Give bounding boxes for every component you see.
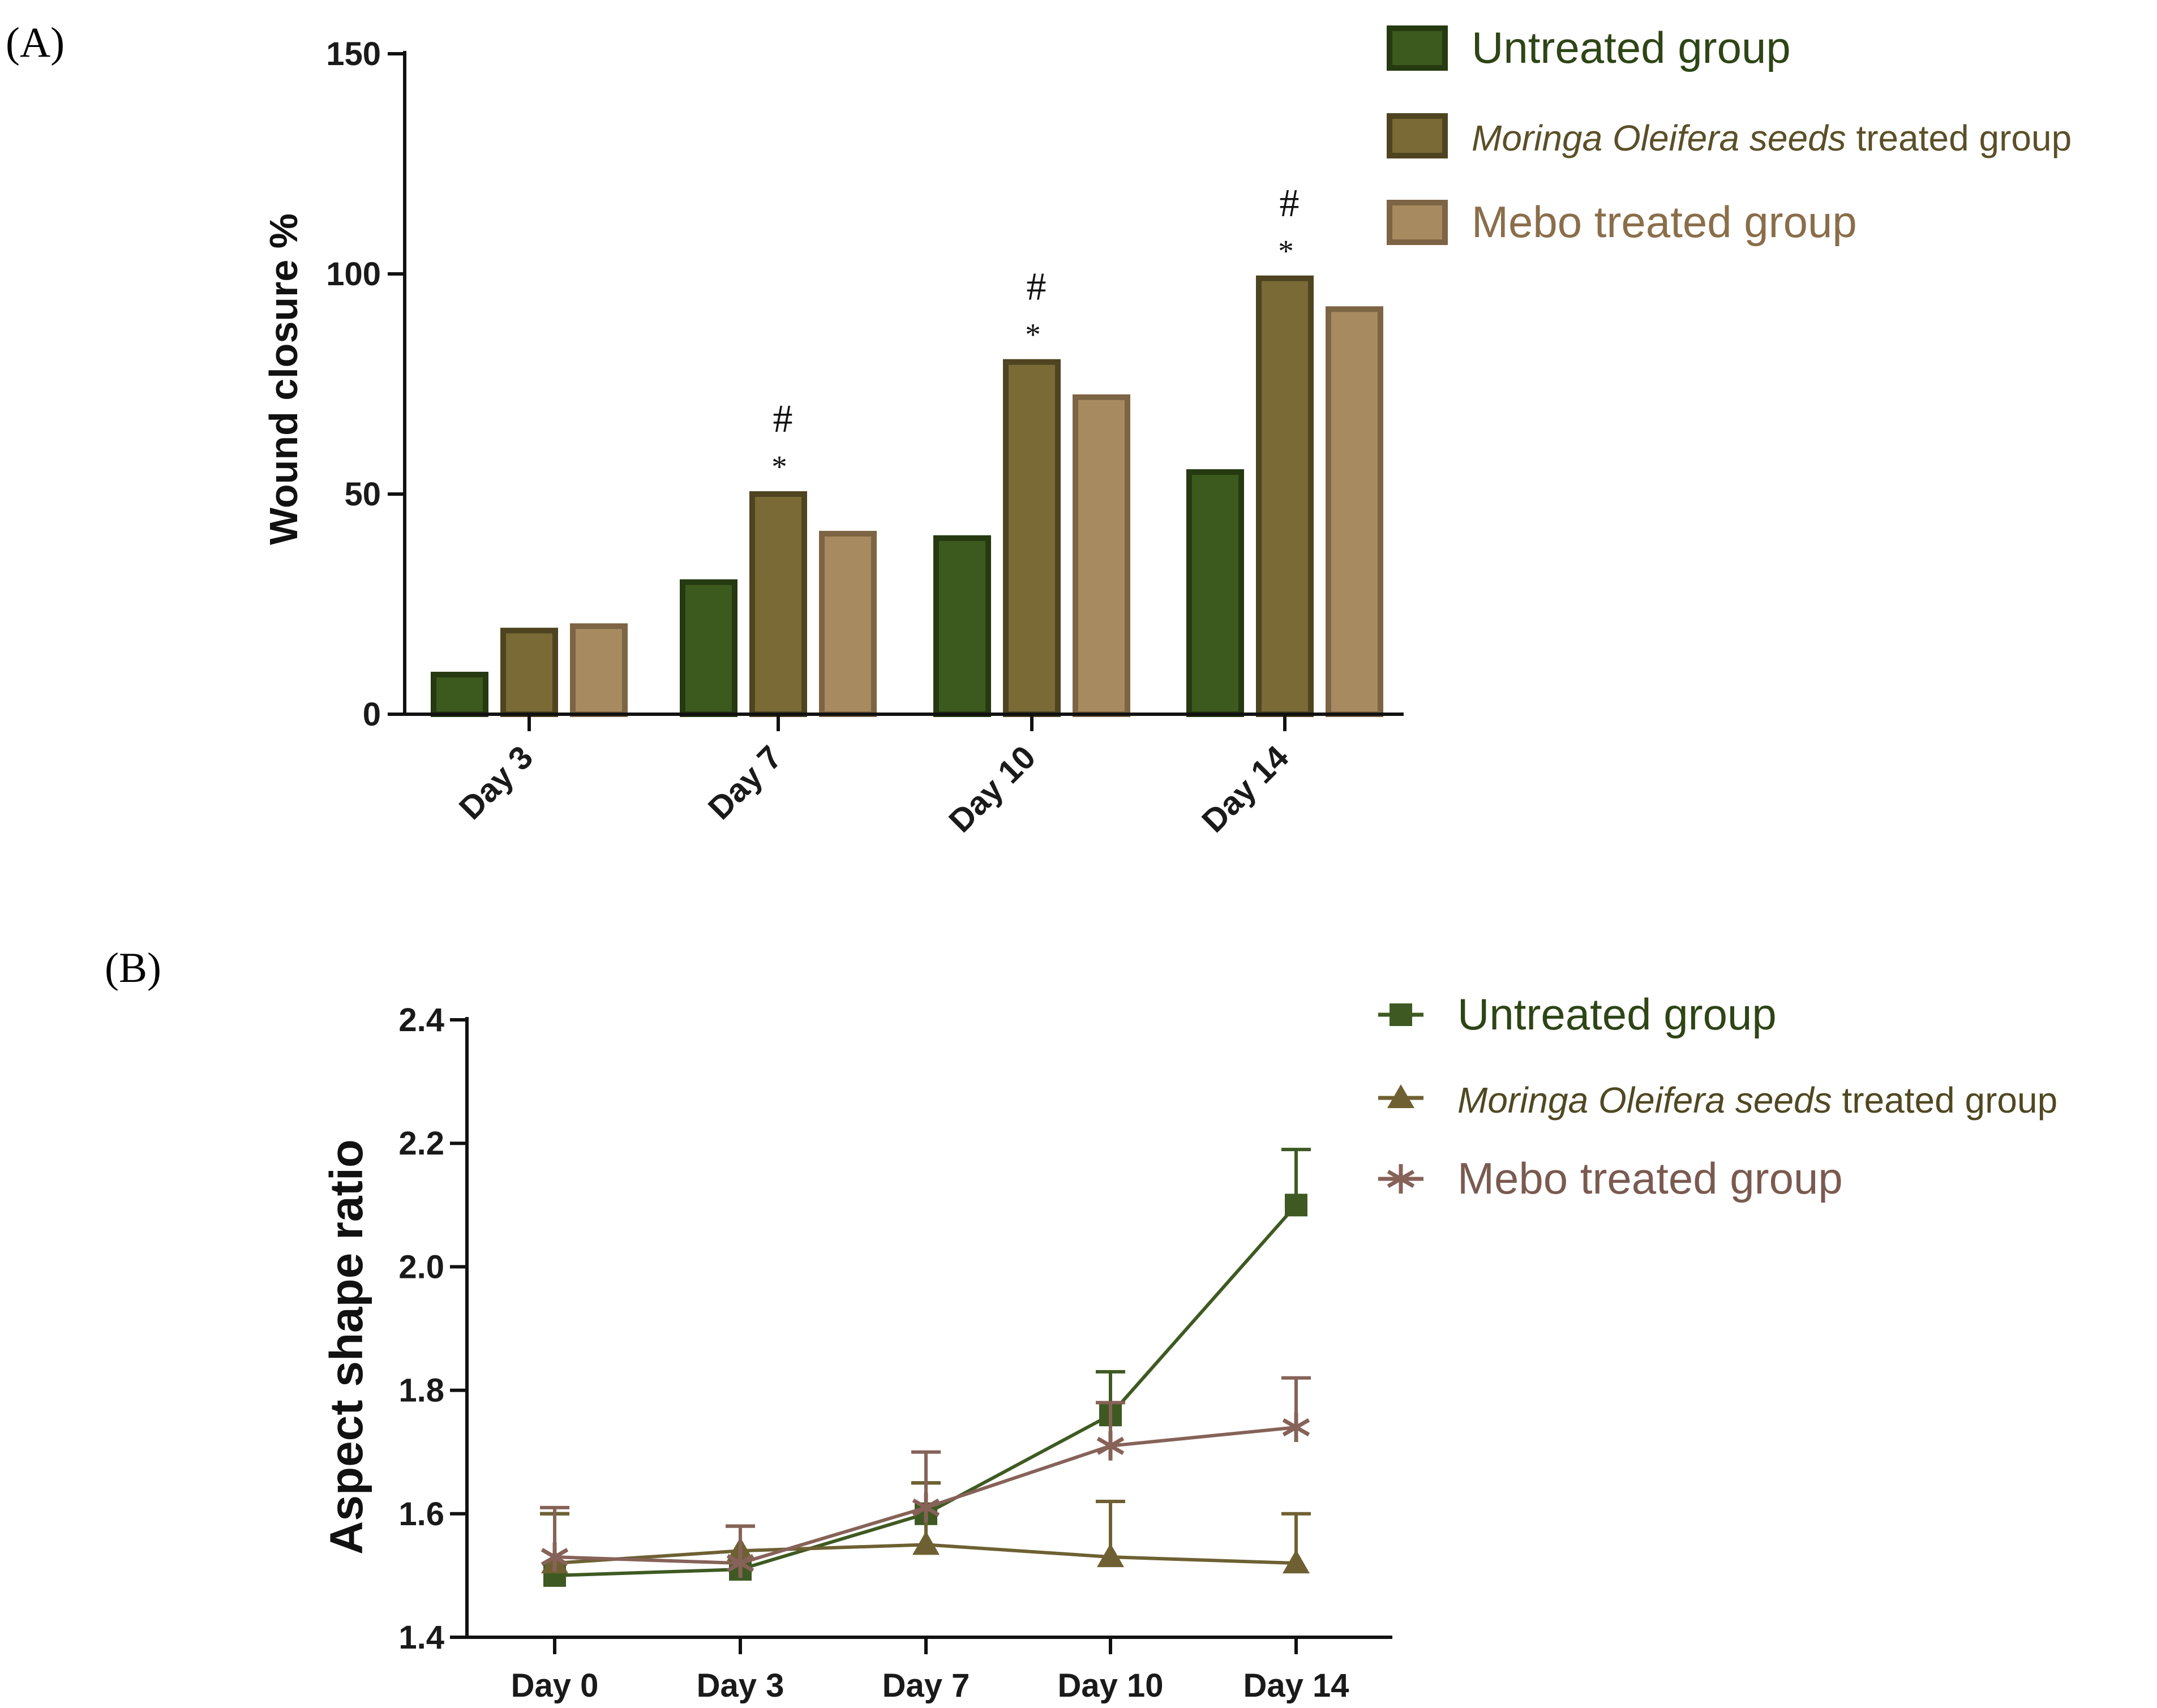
significance-hash: # (1027, 265, 1047, 309)
chart-b-ytick-label: 1.4 (398, 1619, 444, 1656)
point-mebo-treated-group-day-14-stroke (1282, 1418, 1310, 1437)
point-moringa-oleifera-seeds-treated-group-day-7 (912, 1531, 940, 1555)
point-mebo-treated-group-day-7 (912, 1492, 940, 1522)
chart-b-ytick-label: 2.0 (398, 1248, 444, 1285)
bar-untreated-group-day-10 (933, 535, 991, 717)
chart-a-ytick-label: 100 (326, 256, 381, 293)
point-mebo-treated-group-day-14 (1282, 1413, 1310, 1443)
panel-b-label: (B) (105, 945, 161, 992)
legend-label-moringa-oleifera-seeds-treated-group: Moringa Oleifera seeds treated group (1457, 1080, 2057, 1121)
legend-swatch-moringa-oleifera-seeds-treated-group (1387, 113, 1448, 158)
point-moringa-oleifera-seeds-treated-group-day-14 (1283, 1550, 1310, 1574)
legend-label-untreated-group: Untreated group (1472, 23, 1791, 72)
bar-moringa-oleifera-seeds-treated-group-day-10 (1003, 359, 1061, 717)
chart-a-xtick-label: Day 3 (452, 739, 540, 826)
bar-mebo-treated-group-day-10 (1073, 394, 1130, 717)
chart-a-ylabel: Wound closure % (261, 213, 306, 545)
bar-untreated-group-day-3 (431, 671, 488, 717)
chart-b-ytick-label: 1.8 (398, 1372, 444, 1409)
legend-label-italic: Moringa Oleifera seeds (1457, 1080, 1832, 1121)
point-mebo-treated-group-day-3 (726, 1548, 754, 1578)
chart-a-ytick-label: 0 (363, 696, 381, 733)
point-mebo-treated-group-day-10 (1096, 1431, 1125, 1461)
wound-closure-bar-chart: Wound closure % # * # * # * 0 50 100 150 Day 3 Day… (261, 23, 2072, 839)
bar-untreated-group-day-14 (1186, 469, 1244, 717)
legend-label-rest: treated group (1846, 118, 2072, 158)
bar-moringa-oleifera-seeds-treated-group-day-7 (749, 491, 807, 717)
chart-a-ytick-label: 50 (344, 476, 381, 513)
significance-hash: # (1280, 182, 1300, 225)
legend-swatch-untreated-group (1387, 25, 1448, 71)
legend-label-mebo-treated-group: Mebo treated group (1472, 197, 1857, 247)
legend-marker-mebo-treated-group (1387, 1164, 1415, 1194)
point-untreated-group-day-14 (1285, 1194, 1307, 1217)
chart-a-xtick-label: Day 10 (942, 739, 1043, 839)
legend-marker-moringa-oleifera-seeds-treated-group (1387, 1084, 1414, 1108)
legend-label-untreated-group: Untreated group (1457, 989, 1777, 1039)
chart-b-xtick-label: Day 10 (1057, 1667, 1163, 1704)
bar-moringa-oleifera-seeds-treated-group-day-14 (1256, 275, 1314, 717)
chart-a-xtick-label: Day 7 (701, 739, 789, 826)
bar-moringa-oleifera-seeds-treated-group-day-3 (500, 628, 558, 718)
bar-mebo-treated-group-day-3 (570, 623, 628, 718)
chart-b-xtick-label: Day 14 (1243, 1667, 1349, 1704)
chart-b-axes: 1.4 1.6 1.8 2.0 2.2 2.4 Day 0 Day 3 Day 7 Day 10 D… (398, 1002, 1392, 1704)
legend-label-moringa-oleifera-seeds-treated-group: Moringa Oleifera seeds treated group (1472, 118, 2072, 158)
legend-label-mebo-treated-group: Mebo treated group (1457, 1153, 1843, 1203)
point-moringa-oleifera-seeds-treated-group-day-10 (1097, 1543, 1124, 1568)
chart-b-ytick-label: 1.6 (398, 1496, 444, 1533)
significance-star: * (771, 449, 787, 484)
chart-b-legend: Untreated group Moringa Oleifera seeds tr… (1378, 989, 2057, 1203)
chart-a-xtick-label: Day 14 (1195, 739, 1296, 839)
legend-swatch-mebo-treated-group (1387, 200, 1448, 245)
bar-mebo-treated-group-day-7 (819, 531, 877, 718)
point-mebo-treated-group-day-7-stroke (912, 1498, 940, 1517)
chart-b-xtick-label: Day 3 (697, 1667, 784, 1704)
chart-b-xtick-label: Day 7 (882, 1667, 970, 1704)
point-mebo-treated-group-day-3-stroke (726, 1554, 754, 1573)
point-mebo-treated-group-day-10-stroke (1096, 1436, 1125, 1455)
significance-star: * (1278, 234, 1294, 268)
chart-a-ytick-label: 150 (326, 36, 381, 72)
significance-star: * (1025, 317, 1041, 352)
chart-b-xtick-label: Day 0 (511, 1667, 599, 1704)
chart-a-bars: # * # * # * (431, 182, 1383, 718)
bar-mebo-treated-group-day-14 (1326, 306, 1383, 717)
aspect-ratio-line-chart: Aspect shape ratio 1.4 1.6 1.8 2.0 2.2 2.4 Day… (321, 989, 2057, 1704)
legend-marker-untreated-group (1390, 1003, 1412, 1026)
point-mebo-treated-group-day-0 (541, 1542, 569, 1572)
legend-label-rest: treated group (1832, 1080, 2058, 1121)
chart-b-ylabel: Aspect shape ratio (321, 1139, 372, 1555)
chart-b-series (540, 1148, 1311, 1587)
legend-label-italic: Moringa Oleifera seeds (1472, 118, 1846, 158)
legend-marker-mebo-treated-group-stroke (1387, 1169, 1415, 1188)
chart-b-ytick-label: 2.4 (398, 1002, 444, 1038)
panel-a-label: (A) (6, 19, 65, 66)
bar-untreated-group-day-7 (680, 579, 737, 717)
chart-b-ytick-label: 2.2 (398, 1125, 444, 1162)
chart-a-axes: 0 50 100 150 Day 3 Day 7 Day 10 Day 14 (326, 36, 1404, 839)
significance-hash: # (773, 397, 793, 441)
chart-a-legend: Untreated group Moringa Oleifera seeds tr… (1387, 23, 2072, 247)
point-mebo-treated-group-day-0-stroke (541, 1548, 569, 1567)
